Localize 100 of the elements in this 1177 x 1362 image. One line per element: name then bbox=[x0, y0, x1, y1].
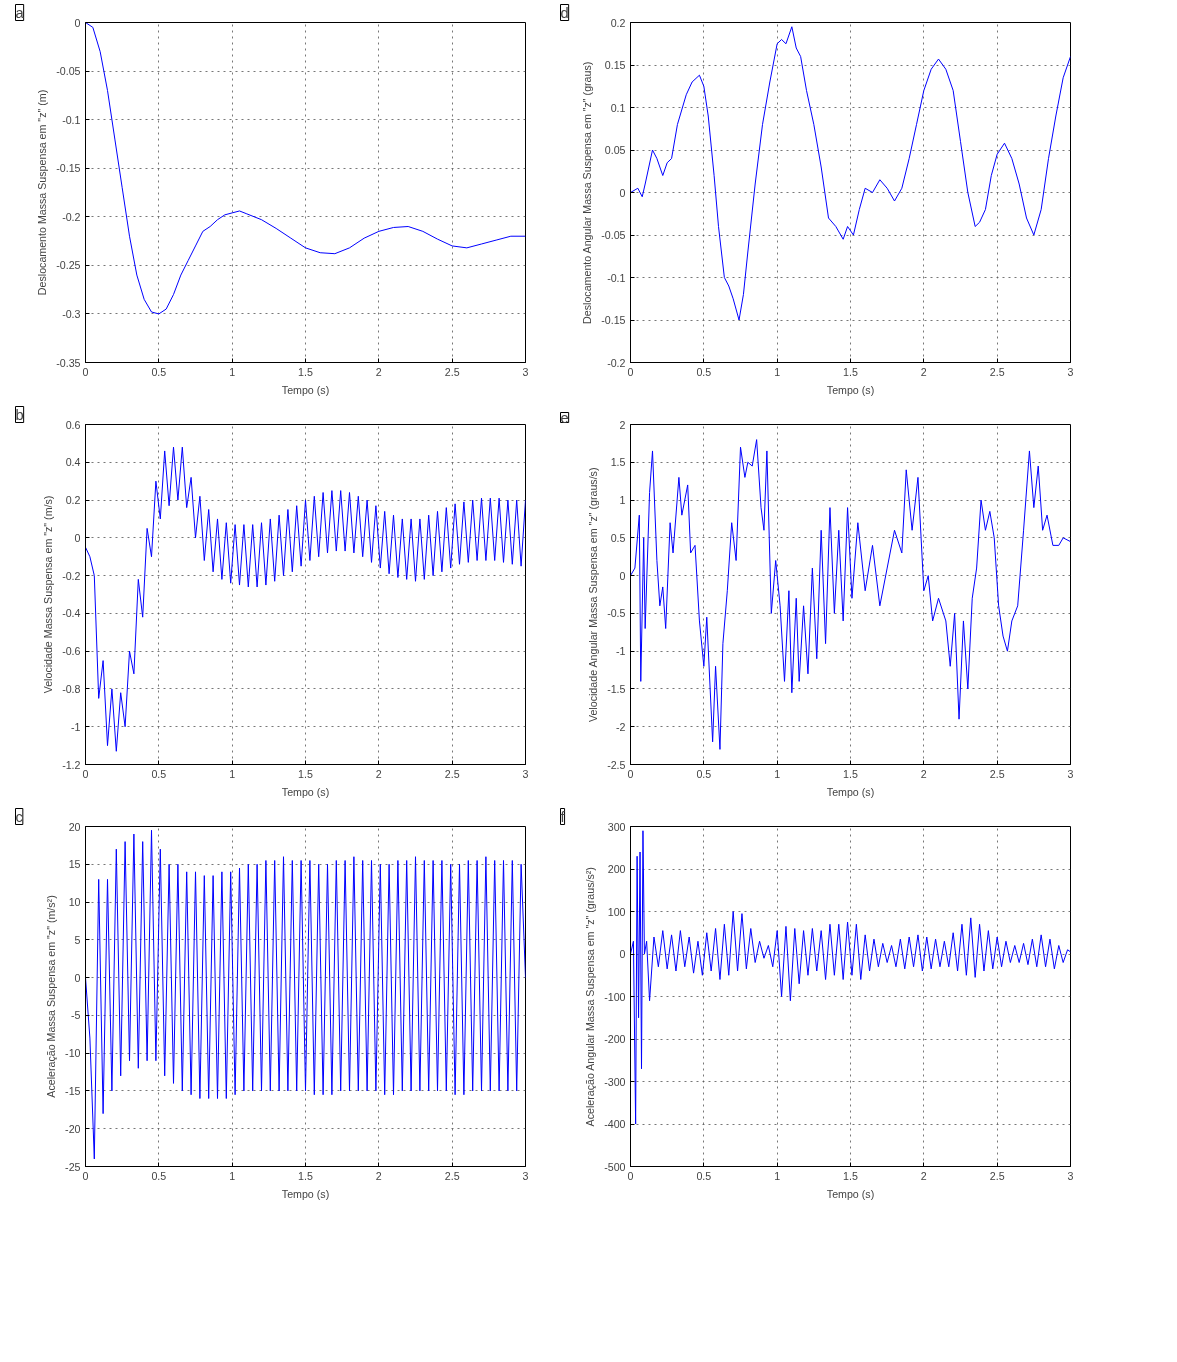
x-tick-label: 0 bbox=[627, 767, 634, 780]
x-tick-label: 0 bbox=[82, 1169, 89, 1182]
y-tick-label: -0.4 bbox=[62, 607, 81, 620]
y-tick-label: 2 bbox=[619, 418, 626, 431]
x-tick-label: 1.5 bbox=[843, 1169, 858, 1182]
y-tick-label: 0 bbox=[74, 531, 81, 544]
x-tick-label: 1.5 bbox=[298, 767, 313, 780]
x-tick-label: 0 bbox=[82, 365, 89, 378]
x-tick-label: 0 bbox=[627, 365, 634, 378]
y-tick-label: 0.05 bbox=[604, 144, 626, 156]
y-tick-label: 0 bbox=[619, 948, 626, 960]
x-tick-label: 0 bbox=[627, 1169, 634, 1182]
y-tick-label: 1 bbox=[619, 494, 626, 507]
y-tick-label: -0.05 bbox=[56, 65, 81, 78]
x-tick-label: 1 bbox=[774, 1169, 781, 1182]
y-tick-label: 5 bbox=[74, 933, 81, 946]
y-tick-label: -5 bbox=[71, 1009, 81, 1022]
y-tick-label: -0.3 bbox=[62, 307, 81, 320]
x-tick-label: 2 bbox=[920, 365, 927, 378]
x-tick-label: 2.5 bbox=[989, 1169, 1005, 1182]
y-tick-label: -0.8 bbox=[62, 682, 81, 695]
x-tick-label: 1 bbox=[229, 365, 236, 378]
x-tick-label: 2 bbox=[375, 767, 382, 780]
y-tick-label: 200 bbox=[607, 863, 626, 875]
x-tick-label: 0.5 bbox=[151, 1169, 167, 1182]
x-tick-label: 2 bbox=[920, 1169, 927, 1182]
y-tick-label: -25 bbox=[65, 1160, 81, 1173]
y-tick-label: -1.2 bbox=[62, 758, 81, 771]
y-tick-label: 0 bbox=[74, 971, 81, 984]
y-tick-label: -300 bbox=[604, 1075, 626, 1088]
y-tick-label: -10 bbox=[65, 1047, 81, 1060]
text: d bbox=[560, 4, 569, 21]
y-tick-label: 0 bbox=[619, 186, 626, 199]
x-tick-label: 0.5 bbox=[696, 767, 712, 780]
y-tick-label: -0.15 bbox=[56, 162, 81, 175]
y-tick-label: -0.2 bbox=[62, 210, 81, 223]
y-tick-label: -0.15 bbox=[601, 314, 626, 326]
y-tick-label: 10 bbox=[68, 896, 81, 909]
x-axis-title: Tempo (s) bbox=[281, 785, 330, 798]
x-tick-label: 2 bbox=[375, 1169, 382, 1182]
x-tick-label: 3 bbox=[522, 1169, 529, 1182]
x-tick-label: 2.5 bbox=[444, 767, 460, 780]
x-tick-label: 3 bbox=[1067, 1169, 1074, 1182]
y-tick-label: -400 bbox=[604, 1118, 626, 1130]
x-axis-title: Tempo (s) bbox=[826, 383, 875, 396]
x-tick-label: 0 bbox=[82, 767, 89, 780]
y-tick-label: 20 bbox=[68, 820, 81, 833]
y-tick-label: -1 bbox=[71, 720, 81, 733]
y-tick-label: 0.5 bbox=[610, 531, 626, 544]
x-tick-label: 2 bbox=[920, 767, 927, 780]
x-tick-label: 1.5 bbox=[843, 767, 858, 780]
y-tick-label: -20 bbox=[65, 1122, 81, 1135]
y-tick-label: -0.35 bbox=[56, 356, 81, 369]
y-axis-title: Deslocamento Massa Suspensa em "z" (m) bbox=[36, 89, 49, 296]
x-axis-title: Tempo (s) bbox=[281, 383, 330, 396]
y-tick-label: 300 bbox=[607, 820, 626, 833]
x-axis-title: Tempo (s) bbox=[281, 1187, 330, 1200]
y-tick-label: -100 bbox=[604, 990, 626, 1003]
y-tick-label: -0.25 bbox=[56, 259, 81, 272]
x-tick-label: 3 bbox=[1067, 365, 1074, 378]
y-tick-label: -1 bbox=[616, 645, 626, 658]
y-tick-label: -0.2 bbox=[62, 569, 81, 582]
x-tick-label: 2.5 bbox=[989, 365, 1005, 378]
y-axis-title: Aceleração Angular Massa Suspensa em "z" (graus/s²) bbox=[584, 867, 597, 1127]
y-tick-label: 0.15 bbox=[604, 59, 626, 71]
x-tick-label: 0.5 bbox=[151, 365, 167, 378]
x-tick-label: 1 bbox=[774, 365, 781, 378]
y-tick-label: -200 bbox=[604, 1033, 626, 1045]
x-tick-label: 1 bbox=[229, 1169, 236, 1182]
x-axis-title: Tempo (s) bbox=[826, 1187, 875, 1200]
y-tick-label: 1.5 bbox=[610, 456, 626, 469]
y-tick-label: -15 bbox=[65, 1084, 81, 1097]
x-tick-label: 1.5 bbox=[298, 365, 313, 378]
x-tick-label: 3 bbox=[522, 767, 529, 780]
y-tick-label: -0.6 bbox=[62, 645, 81, 658]
x-tick-label: 0.5 bbox=[696, 1169, 712, 1182]
y-tick-label: -2.5 bbox=[607, 758, 626, 771]
y-tick-label: -2 bbox=[616, 720, 626, 733]
x-tick-label: 0.5 bbox=[696, 365, 712, 378]
y-tick-label: -500 bbox=[604, 1160, 626, 1173]
y-tick-label: -0.05 bbox=[601, 229, 626, 241]
y-tick-label: 0.2 bbox=[610, 16, 626, 29]
x-tick-label: 2 bbox=[375, 365, 382, 378]
y-tick-label: -0.1 bbox=[607, 271, 626, 284]
x-tick-label: 1.5 bbox=[843, 365, 858, 378]
y-axis-title: Aceleração Massa Suspensa em "z" (m/s²) bbox=[45, 895, 58, 1098]
y-tick-label: 0.6 bbox=[65, 418, 81, 431]
text: f bbox=[560, 808, 566, 825]
y-axis-title: Deslocamento Angular Massa Suspensa em "z" (graus) bbox=[581, 61, 594, 324]
x-tick-label: 2.5 bbox=[444, 365, 460, 378]
x-tick-label: 1 bbox=[229, 767, 236, 780]
y-axis-title: Velocidade Angular Massa Suspensa em "z" (graus/s) bbox=[587, 467, 600, 723]
y-tick-label: -0.5 bbox=[607, 607, 626, 620]
y-tick-label: 0.4 bbox=[65, 456, 81, 469]
y-tick-label: 0 bbox=[74, 16, 81, 29]
y-tick-label: -0.1 bbox=[62, 113, 81, 126]
x-tick-label: 1 bbox=[774, 767, 781, 780]
x-tick-label: 0.5 bbox=[151, 767, 167, 780]
x-tick-label: 2.5 bbox=[444, 1169, 460, 1182]
x-tick-label: 2.5 bbox=[989, 767, 1005, 780]
